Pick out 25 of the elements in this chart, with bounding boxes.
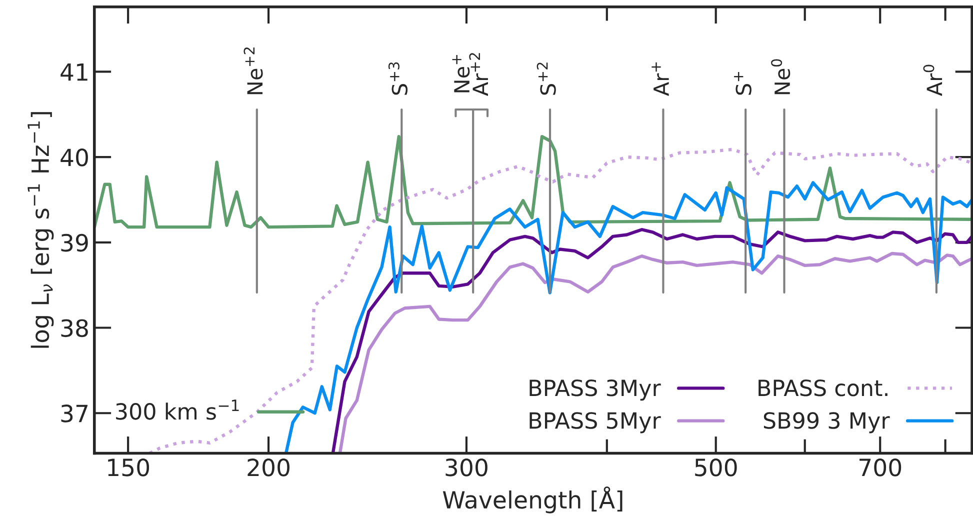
- y-tick-label: 40: [60, 148, 88, 166]
- y-tick-label: 37: [61, 404, 88, 422]
- legend-label: 300 km s$^{−1}$: [116, 400, 239, 420]
- x-axis-title: Wavelength [Å]: [442, 486, 622, 514]
- ref-line-label: S$^{+}$: [734, 72, 752, 95]
- legend-label: BPASS cont.: [758, 379, 888, 396]
- y-tick-label: 38: [61, 319, 88, 338]
- y-axis-title: log L$_{ν}$ [erg s$^{−1}$ Hz$^{−1}$]: [28, 112, 54, 348]
- y-tick-label: 41: [60, 63, 88, 81]
- ref-line-label: S$^{+3}$: [388, 62, 408, 95]
- y-tick-label: 39: [61, 234, 88, 252]
- ref-line-label: Ar$^{0}$: [923, 64, 942, 96]
- ref-line-label: S$^{+2}$: [536, 62, 556, 95]
- ref-line-label: Ne$^{+}$ Ar$^{+2}$: [452, 53, 488, 96]
- x-tick-label: 200: [248, 458, 290, 476]
- ref-line-label: Ar$^{+}$: [652, 62, 669, 96]
- legend-label: BPASS 3Myr: [530, 379, 661, 401]
- ref-line-label: Ne$^{0}$: [771, 59, 790, 94]
- legend-label: SB99 3 Myr: [764, 412, 890, 434]
- x-tick-label: 150: [108, 458, 150, 476]
- x-tick-label: 300: [446, 458, 488, 476]
- x-tick-label: 500: [695, 458, 737, 476]
- x-tick-label: 700: [860, 458, 902, 476]
- ref-line-label: Ne$^{+2}$: [244, 47, 263, 94]
- legend-label: BPASS 5Myr: [530, 412, 661, 434]
